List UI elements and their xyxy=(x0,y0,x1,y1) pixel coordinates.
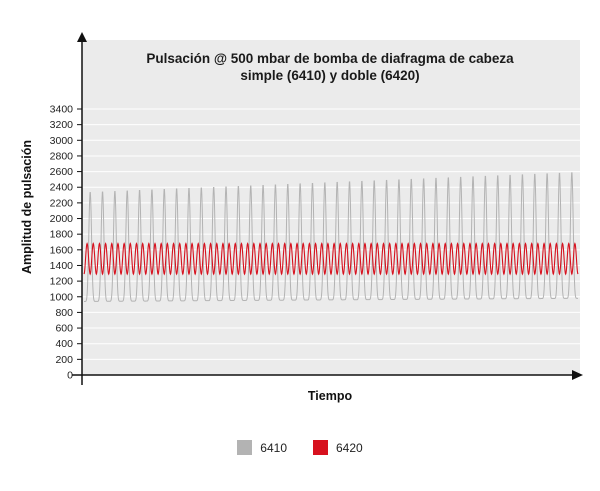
y-tick-label-2200: 2200 xyxy=(50,197,74,209)
y-tick-label-1400: 1400 xyxy=(50,260,74,272)
y-tick-label-2600: 2600 xyxy=(50,166,74,178)
legend-item-6410: 6410 xyxy=(237,440,287,455)
x-axis-arrow xyxy=(572,370,583,380)
y-axis-arrow xyxy=(77,32,87,42)
series-lines xyxy=(83,172,579,302)
y-tick-label-1200: 1200 xyxy=(50,276,74,288)
x-axis-title: Tiempo xyxy=(308,389,353,403)
legend: 6410 6420 xyxy=(0,440,600,455)
y-tick-label-0: 0 xyxy=(67,370,73,382)
legend-swatch-6410 xyxy=(237,440,253,455)
y-tick-label-2800: 2800 xyxy=(50,150,74,162)
y-axis-title: Amplitud de pulsación xyxy=(20,140,34,274)
y-tick-labels: 0 200 400 600 800 1000 1200 1400 1600 1800 2000 220… xyxy=(50,104,82,382)
legend-label-6410: 6410 xyxy=(260,440,287,455)
chart-title-line-1: Pulsación @ 500 mbar de bomba de diafrag… xyxy=(146,51,514,66)
y-tick-label-1800: 1800 xyxy=(50,229,74,241)
plot-background xyxy=(82,40,580,375)
y-tick-label-2400: 2400 xyxy=(50,182,74,194)
y-tick-label-800: 800 xyxy=(55,307,73,319)
y-tick-label-2000: 2000 xyxy=(50,213,74,225)
y-tick-label-3200: 3200 xyxy=(50,119,74,131)
y-tick-label-1000: 1000 xyxy=(50,291,74,303)
y-tick-label-600: 600 xyxy=(55,323,73,335)
y-tick-label-400: 400 xyxy=(55,338,73,350)
series-line-6420 xyxy=(83,242,579,276)
legend-item-6420: 6420 xyxy=(313,440,363,455)
legend-label-6420: 6420 xyxy=(336,440,363,455)
y-tick-label-3400: 3400 xyxy=(50,104,74,116)
y-tick-label-3000: 3000 xyxy=(50,135,74,147)
y-tick-label-1600: 1600 xyxy=(50,244,74,256)
legend-swatch-6420 xyxy=(313,440,328,455)
y-tick-label-200: 200 xyxy=(55,354,73,366)
chart-title-line-2: simple (6410) y doble (6420) xyxy=(240,68,419,83)
